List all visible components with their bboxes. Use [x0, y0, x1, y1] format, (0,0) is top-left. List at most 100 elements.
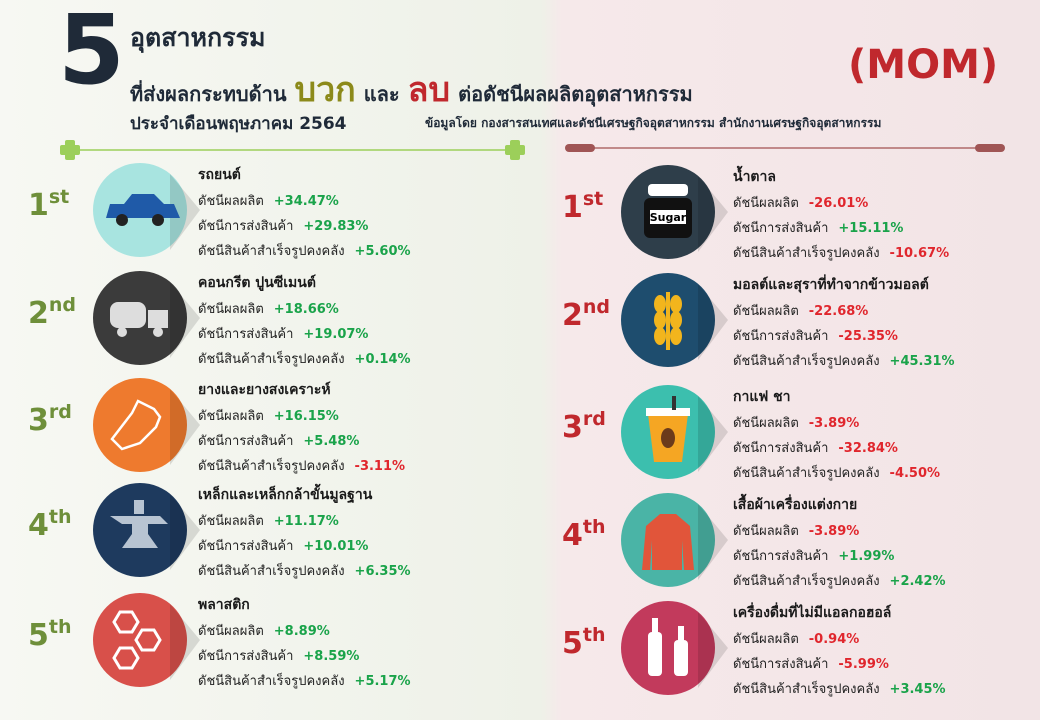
metric-label: ดัชนีการส่งสินค้า: [198, 327, 294, 342]
rank-number: 1: [28, 188, 49, 223]
rank: 4th: [562, 518, 605, 551]
metric-value: -22.68%: [808, 304, 869, 319]
metric: ดัชนีสินค้าสำเร็จรูปคงคลัง -4.50%: [733, 462, 940, 483]
metric: ดัชนีการส่งสินค้า +5.48%: [198, 430, 359, 451]
rank-number: 4: [28, 508, 49, 543]
rank-suffix: th: [48, 506, 72, 528]
metric: ดัชนีผลผลิต -22.68%: [733, 300, 868, 321]
metric-label: ดัชนีสินค้าสำเร็จรูปคงคลัง: [733, 466, 880, 481]
metric: ดัชนีการส่งสินค้า +10.01%: [198, 535, 368, 556]
rank-number: 5: [28, 618, 49, 653]
rank: 3rd: [562, 410, 606, 443]
headline: อุตสาหกรรม: [130, 23, 266, 52]
rank: 3rd: [28, 403, 72, 436]
metric-label: ดัชนีสินค้าสำเร็จรูปคงคลัง: [198, 674, 345, 689]
rank-number: 2: [28, 296, 49, 331]
rank-number: 1: [562, 190, 583, 225]
rank-suffix: th: [582, 624, 606, 646]
subheadline-part: ต่อดัชนีผลผลิตอุตสาหกรรม: [458, 82, 693, 106]
metric-label: ดัชนีสินค้าสำเร็จรูปคงคลัง: [733, 574, 880, 589]
metric: ดัชนีผลผลิต -3.89%: [733, 412, 859, 433]
metric-label: ดัชนีผลผลิต: [733, 196, 799, 211]
metric-value: +11.17%: [273, 514, 339, 529]
rank: 1st: [562, 190, 603, 223]
industry-name: เครื่องดื่มที่ไม่มีแอลกอฮอล์: [733, 605, 892, 621]
rank-suffix: rd: [48, 401, 72, 423]
metric-label: ดัชนีสินค้าสำเร็จรูปคงคลัง: [198, 459, 345, 474]
rank: 1st: [28, 188, 69, 221]
metric-label: ดัชนีผลผลิต: [198, 302, 264, 317]
metric: ดัชนีการส่งสินค้า +1.99%: [733, 545, 894, 566]
icon: [93, 483, 200, 577]
rank: 5th: [562, 626, 605, 659]
icon-label: Sugar: [650, 211, 687, 224]
metric-label: ดัชนีการส่งสินค้า: [198, 219, 294, 234]
metric-value: -3.89%: [808, 524, 860, 539]
basis: (MOM): [848, 42, 999, 88]
rank: 2nd: [562, 298, 610, 331]
icon: [93, 271, 200, 365]
metric: ดัชนีการส่งสินค้า -32.84%: [733, 437, 898, 458]
metric-label: ดัชนีผลผลิต: [733, 632, 799, 647]
icon: [93, 163, 200, 257]
icon: [621, 165, 728, 259]
metric-label: ดัชนีการส่งสินค้า: [733, 441, 829, 456]
metric-value: -3.11%: [354, 459, 406, 474]
rank-suffix: rd: [582, 408, 606, 430]
metric: ดัชนีผลผลิต -26.01%: [733, 192, 868, 213]
metric: ดัชนีผลผลิต -0.94%: [733, 628, 859, 649]
metric-value: -25.35%: [838, 329, 898, 344]
metric-value: -32.84%: [838, 441, 898, 456]
metric-label: ดัชนีผลผลิต: [198, 409, 264, 424]
metric: ดัชนีการส่งสินค้า -5.99%: [733, 653, 889, 674]
metric-label: ดัชนีผลผลิต: [198, 624, 264, 639]
metric: ดัชนีผลผลิต +34.47%: [198, 190, 339, 211]
negative-word: ลบ: [407, 70, 451, 110]
metric-label: ดัชนีการส่งสินค้า: [733, 329, 829, 344]
industry-name: รถยนต์: [198, 167, 241, 183]
industry-name: มอลต์และสุราที่ทำจากข้าวมอลต์: [733, 277, 929, 293]
metric-value: -10.67%: [889, 246, 950, 261]
rank-suffix: th: [582, 516, 606, 538]
metric-value: +45.31%: [889, 354, 955, 369]
rank-number: 5: [562, 626, 583, 661]
icon: [621, 273, 728, 367]
icon: [93, 593, 200, 687]
industry-name: พลาสติก: [198, 597, 250, 613]
metric-value: -26.01%: [808, 196, 869, 211]
metric-label: ดัชนีการส่งสินค้า: [198, 539, 294, 554]
metric-value: +5.60%: [354, 244, 411, 259]
metric: ดัชนีสินค้าสำเร็จรูปคงคลัง +3.45%: [733, 678, 946, 699]
metric: ดัชนีสินค้าสำเร็จรูปคงคลัง -3.11%: [198, 455, 405, 476]
headline-number: 5: [58, 0, 125, 106]
metric-value: +18.66%: [273, 302, 339, 317]
industry-name: เหล็กและเหล็กกล้าขั้นมูลฐาน: [198, 487, 373, 503]
metric-label: ดัชนีสินค้าสำเร็จรูปคงคลัง: [198, 564, 345, 579]
icon: [93, 378, 200, 472]
metric-value: +5.17%: [354, 674, 411, 689]
industry-name: น้ำตาล: [733, 169, 776, 185]
rank-number: 2: [562, 298, 583, 333]
metric-label: ดัชนีผลผลิต: [733, 524, 799, 539]
metric: ดัชนีสินค้าสำเร็จรูปคงคลัง +6.35%: [198, 560, 411, 581]
metric: ดัชนีสินค้าสำเร็จรูปคงคลัง +0.14%: [198, 348, 411, 369]
rank-number: 3: [562, 410, 583, 445]
metric-label: ดัชนีสินค้าสำเร็จรูปคงคลัง: [733, 682, 880, 697]
rank-suffix: st: [582, 188, 604, 210]
positive-word: บวก: [294, 70, 356, 110]
rank: 2nd: [28, 296, 76, 329]
industry-name: คอนกรีต ปูนซีเมนต์: [198, 275, 316, 291]
rank-suffix: nd: [48, 294, 77, 316]
metric-value: +16.15%: [273, 409, 339, 424]
metric: ดัชนีผลผลิต +8.89%: [198, 620, 330, 641]
metric-value: +5.48%: [303, 434, 360, 449]
metric-label: ดัชนีสินค้าสำเร็จรูปคงคลัง: [198, 352, 345, 367]
metric: ดัชนีสินค้าสำเร็จรูปคงคลัง +2.42%: [733, 570, 946, 591]
metric-value: +3.45%: [889, 682, 946, 697]
metric-label: ดัชนีผลผลิต: [198, 194, 264, 209]
metric-value: -4.50%: [889, 466, 941, 481]
metric: ดัชนีการส่งสินค้า +29.83%: [198, 215, 368, 236]
rank: 4th: [28, 508, 71, 541]
rank-suffix: st: [48, 186, 70, 208]
